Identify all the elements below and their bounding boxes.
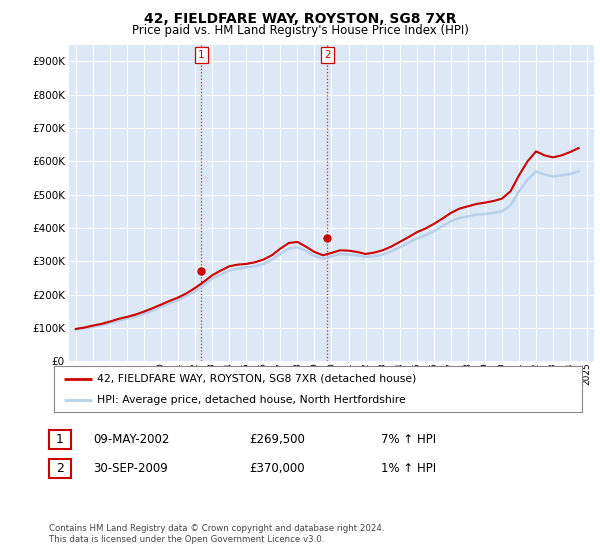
Text: 1% ↑ HPI: 1% ↑ HPI xyxy=(381,462,436,475)
Text: 1: 1 xyxy=(56,433,64,446)
Text: Price paid vs. HM Land Registry's House Price Index (HPI): Price paid vs. HM Land Registry's House … xyxy=(131,24,469,36)
Text: 2: 2 xyxy=(56,462,64,475)
Text: 30-SEP-2009: 30-SEP-2009 xyxy=(93,462,168,475)
Text: 09-MAY-2002: 09-MAY-2002 xyxy=(93,433,169,446)
Text: 42, FIELDFARE WAY, ROYSTON, SG8 7XR (detached house): 42, FIELDFARE WAY, ROYSTON, SG8 7XR (det… xyxy=(97,374,416,384)
Text: 2: 2 xyxy=(324,50,331,60)
Text: £370,000: £370,000 xyxy=(249,462,305,475)
Text: 1: 1 xyxy=(198,50,205,60)
Text: Contains HM Land Registry data © Crown copyright and database right 2024.
This d: Contains HM Land Registry data © Crown c… xyxy=(49,524,385,544)
Text: 42, FIELDFARE WAY, ROYSTON, SG8 7XR: 42, FIELDFARE WAY, ROYSTON, SG8 7XR xyxy=(144,12,456,26)
Text: £269,500: £269,500 xyxy=(249,433,305,446)
Text: 7% ↑ HPI: 7% ↑ HPI xyxy=(381,433,436,446)
Text: HPI: Average price, detached house, North Hertfordshire: HPI: Average price, detached house, Nort… xyxy=(97,395,406,405)
